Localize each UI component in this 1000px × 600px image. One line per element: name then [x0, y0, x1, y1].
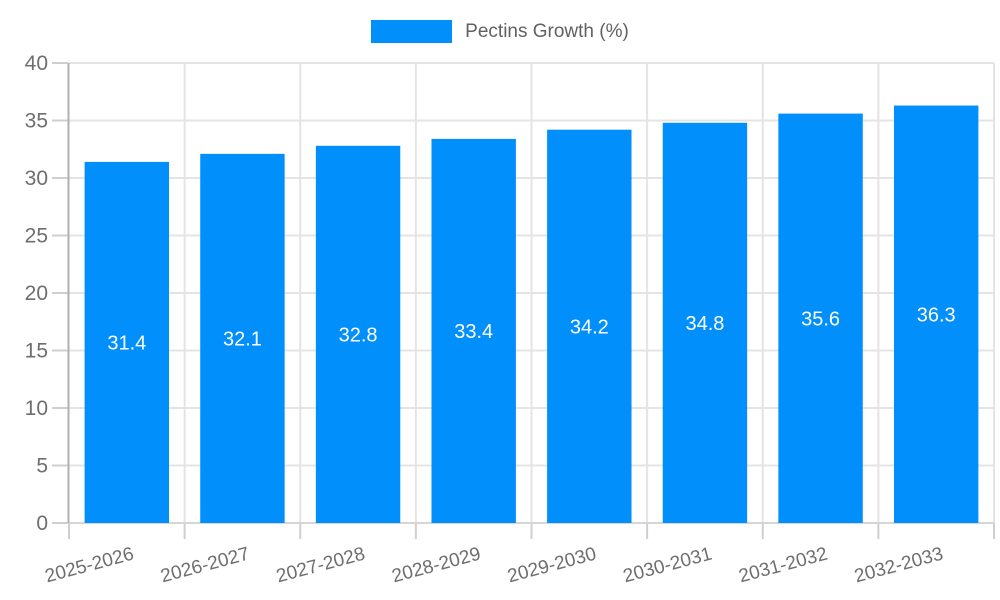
x-axis-label: 2026-2027 — [159, 544, 252, 588]
bar-2025-2026[interactable] — [84, 161, 170, 523]
bar-value-label: 34.8 — [685, 313, 724, 335]
legend[interactable]: Pectins Growth (%) — [0, 20, 1000, 43]
y-axis-label: 10 — [25, 397, 48, 420]
x-axis-label: 2030-2031 — [621, 544, 714, 588]
y-axis-label: 25 — [25, 225, 48, 248]
y-axis-label: 35 — [25, 110, 48, 133]
x-axis-label: 2032-2033 — [852, 544, 945, 588]
x-axis-label: 2028-2029 — [390, 544, 483, 588]
x-axis-label: 2027-2028 — [274, 544, 367, 588]
bar-value-label: 35.6 — [801, 308, 840, 330]
x-axis-label: 2025-2026 — [43, 544, 136, 588]
y-axis-label: 20 — [25, 282, 48, 305]
bar-2026-2027[interactable] — [200, 153, 285, 523]
bar-value-label: 32.8 — [339, 324, 378, 346]
y-axis-label: 30 — [25, 167, 48, 190]
bar-value-label: 32.1 — [223, 328, 262, 350]
bar-value-label: 36.3 — [917, 304, 956, 326]
y-axis-label: 5 — [36, 455, 48, 478]
bar-value-label: 34.2 — [570, 316, 609, 338]
bar-value-label: 31.4 — [107, 332, 146, 354]
bar-2029-2030[interactable] — [547, 129, 632, 523]
x-axis-label: 2031-2032 — [737, 544, 830, 588]
bar-2030-2031[interactable] — [662, 122, 748, 524]
y-axis-label: 15 — [25, 340, 48, 363]
bar-2031-2032[interactable] — [778, 113, 863, 523]
bar-2027-2028[interactable] — [315, 145, 401, 524]
legend-label: Pectins Growth (%) — [465, 20, 629, 42]
bar-value-label: 33.4 — [454, 321, 493, 343]
legend-swatch — [371, 20, 453, 43]
bar-2028-2029[interactable] — [431, 138, 516, 523]
x-axis-label: 2029-2030 — [505, 544, 598, 588]
y-axis-label: 40 — [25, 52, 48, 75]
y-axis-label: 0 — [36, 512, 48, 535]
bar-2032-2033[interactable] — [893, 105, 979, 524]
